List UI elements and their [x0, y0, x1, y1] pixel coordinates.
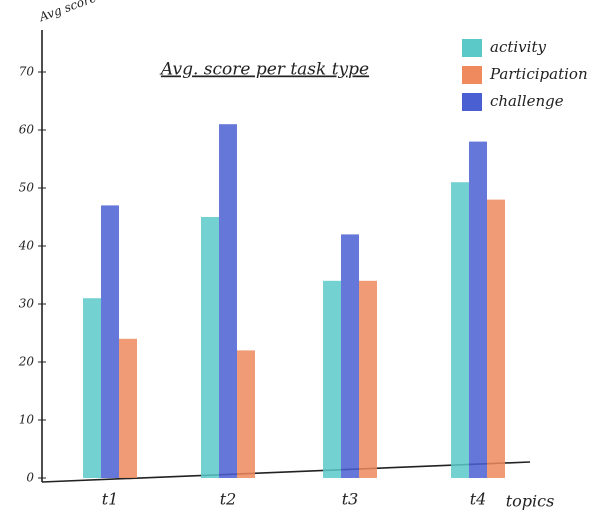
bar: [323, 280, 341, 478]
bar: [469, 141, 487, 478]
bar: [201, 217, 219, 478]
bar: [237, 350, 255, 478]
bar: [341, 234, 359, 478]
bar: [487, 199, 505, 478]
x-tick-label: t4: [470, 490, 487, 509]
x-axis: [41, 461, 531, 483]
y-tick-label: 0: [26, 471, 34, 485]
y-tick-label: 70: [19, 65, 35, 79]
y-tick-label: 40: [18, 239, 35, 253]
bar: [451, 182, 469, 478]
legend-swatch: [462, 39, 482, 57]
bar: [83, 298, 101, 478]
y-tick-label: 30: [19, 297, 35, 311]
bar: [101, 205, 119, 478]
bar: [219, 124, 237, 478]
legend-label: Participation: [489, 65, 588, 83]
bar: [359, 280, 377, 478]
y-axis-label: Avg score: [36, 0, 98, 24]
y-tick-label: 20: [18, 355, 35, 369]
chart-title: Avg. score per task type: [159, 60, 369, 80]
legend-swatch: [462, 93, 482, 111]
legend-swatch: [462, 66, 482, 84]
x-tick-label: t3: [342, 490, 359, 509]
y-tick-label: 10: [19, 413, 35, 427]
x-tick-label: t2: [220, 490, 237, 509]
x-axis-label: topics: [506, 492, 555, 511]
legend-label: challenge: [490, 92, 564, 110]
bar: [119, 338, 137, 478]
y-tick-label: 50: [19, 181, 35, 195]
x-tick-label: t1: [102, 490, 119, 509]
legend-label: activity: [490, 38, 546, 56]
y-tick-label: 60: [19, 123, 35, 137]
